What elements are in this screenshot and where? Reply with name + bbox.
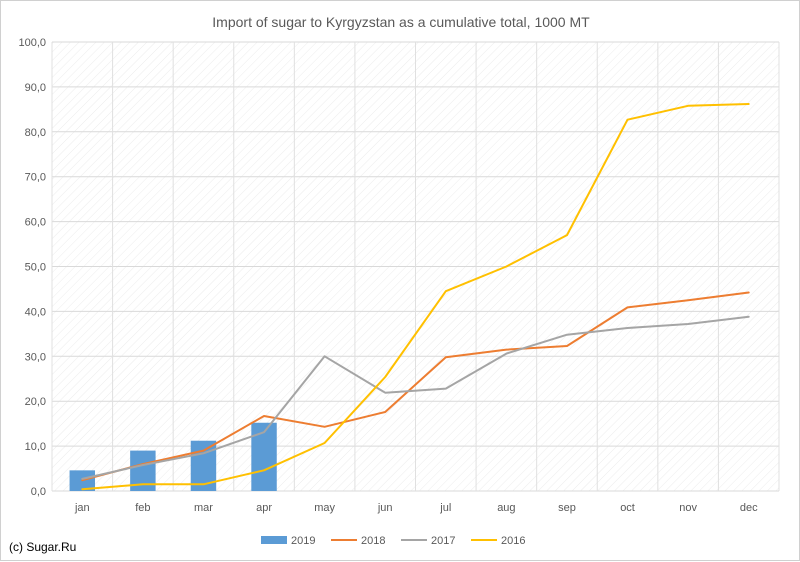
line-2018 (81, 291, 750, 482)
y-tick-label: 70,0 (25, 172, 46, 184)
x-tick-label: nov (679, 502, 697, 514)
x-tick-label: jan (74, 502, 90, 514)
y-tick-label: 40,0 (25, 306, 46, 318)
y-tick-label: 90,0 (25, 82, 46, 94)
legend-swatch-2019 (261, 536, 287, 544)
x-tick-label: oct (620, 502, 635, 514)
copyright-text: (c) Sugar.Ru (9, 540, 76, 554)
y-tick-label: 60,0 (25, 217, 46, 229)
legend-label-2018: 2018 (361, 535, 385, 547)
line-series (81, 103, 750, 491)
legend-label-2017: 2017 (431, 535, 455, 547)
x-axis: jan feb mar apr may jun jul aug sep oct nov dec (74, 502, 758, 514)
y-tick-label: 80,0 (25, 127, 46, 139)
y-axis: 0,0 10,0 20,0 30,0 40,0 50,0 60,0 70,0 80,0 90,0 1… (18, 37, 46, 498)
x-tick-label: mar (194, 502, 213, 514)
y-tick-label: 10,0 (25, 441, 46, 453)
x-tick-label: sep (558, 502, 576, 514)
chart-title: Import of sugar to Kyrgyzstan as a cumul… (212, 14, 590, 30)
legend-label-2019: 2019 (291, 535, 315, 547)
x-tick-label: jul (439, 502, 451, 514)
x-tick-label: feb (135, 502, 150, 514)
grid (51, 41, 780, 492)
x-tick-label: jun (377, 502, 393, 514)
y-tick-label: 100,0 (18, 37, 46, 49)
y-tick-label: 50,0 (25, 262, 46, 274)
x-tick-label: aug (497, 502, 515, 514)
y-tick-label: 20,0 (25, 396, 46, 408)
legend: 2019 2018 2017 2016 (261, 535, 525, 547)
legend-label-2016: 2016 (501, 535, 525, 547)
y-tick-label: 0,0 (31, 486, 46, 498)
x-tick-label: may (314, 502, 335, 514)
line-2016 (81, 103, 750, 491)
x-tick-label: apr (256, 502, 272, 514)
line-2017 (81, 315, 750, 480)
y-tick-label: 30,0 (25, 351, 46, 363)
x-tick-label: dec (740, 502, 758, 514)
